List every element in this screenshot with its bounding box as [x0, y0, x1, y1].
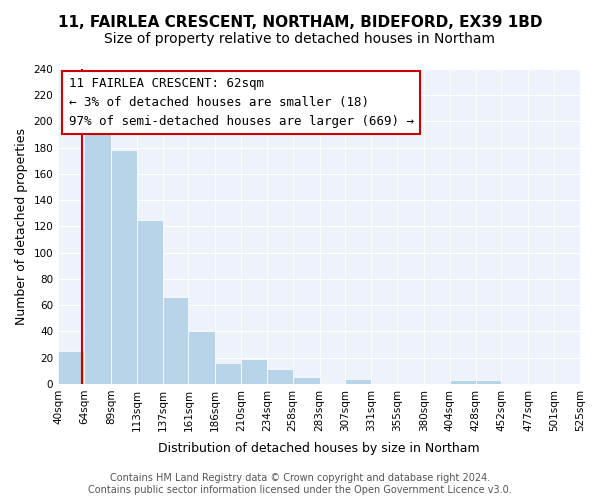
Bar	[137, 220, 163, 384]
Bar	[215, 363, 241, 384]
Bar	[346, 378, 371, 384]
X-axis label: Distribution of detached houses by size in Northam: Distribution of detached houses by size …	[158, 442, 480, 455]
Bar	[476, 380, 502, 384]
Bar	[84, 128, 111, 384]
Bar	[293, 378, 320, 384]
Bar	[188, 332, 215, 384]
Text: 11, FAIRLEA CRESCENT, NORTHAM, BIDEFORD, EX39 1BD: 11, FAIRLEA CRESCENT, NORTHAM, BIDEFORD,…	[58, 15, 542, 30]
Bar	[111, 150, 137, 384]
Bar	[163, 298, 188, 384]
Y-axis label: Number of detached properties: Number of detached properties	[15, 128, 28, 325]
Text: 11 FAIRLEA CRESCENT: 62sqm
← 3% of detached houses are smaller (18)
97% of semi-: 11 FAIRLEA CRESCENT: 62sqm ← 3% of detac…	[68, 77, 413, 128]
Text: Size of property relative to detached houses in Northam: Size of property relative to detached ho…	[104, 32, 496, 46]
Text: Contains HM Land Registry data © Crown copyright and database right 2024.
Contai: Contains HM Land Registry data © Crown c…	[88, 474, 512, 495]
Bar	[58, 351, 84, 384]
Bar	[267, 370, 293, 384]
Bar	[241, 359, 267, 384]
Bar	[450, 380, 476, 384]
